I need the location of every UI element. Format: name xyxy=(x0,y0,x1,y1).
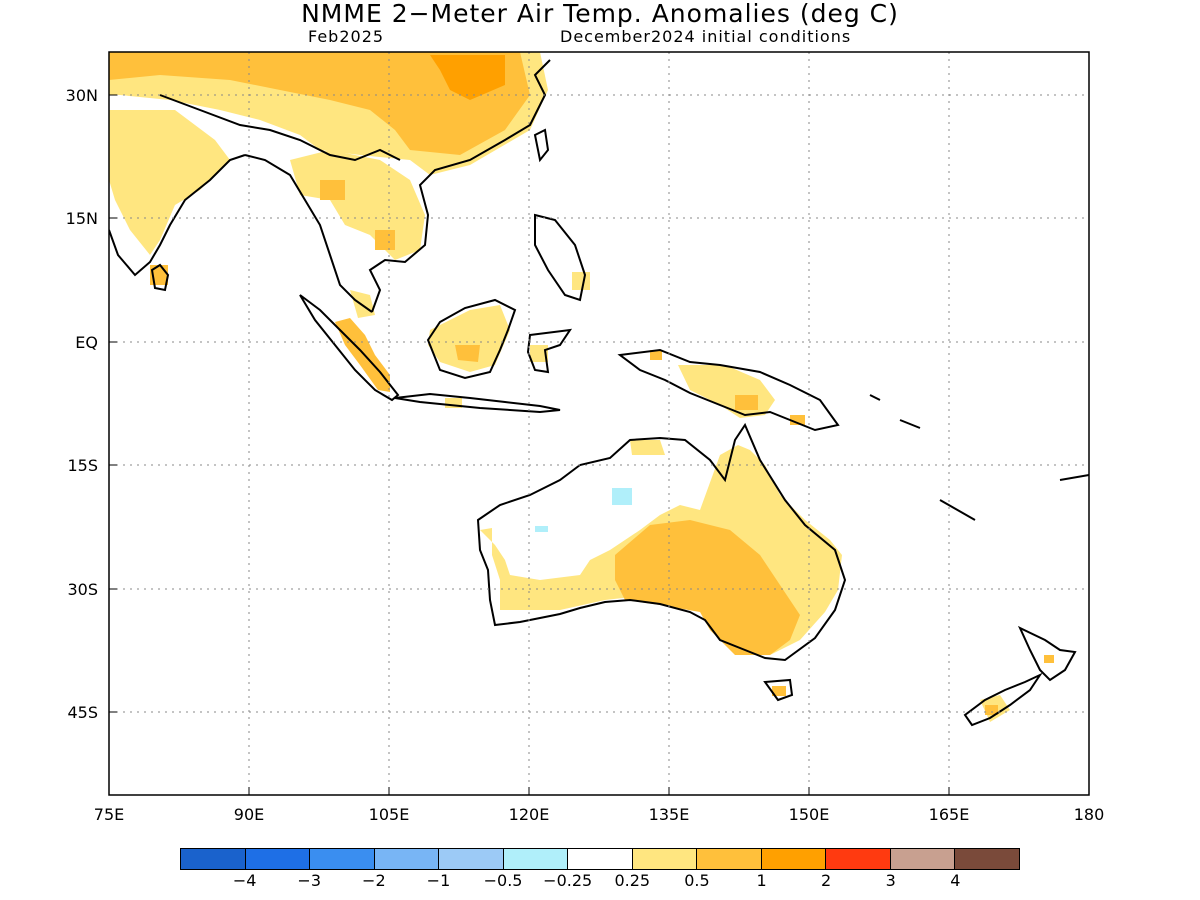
coast-srilanka xyxy=(150,263,170,292)
anomaly-indochina xyxy=(290,150,425,260)
coast-tasmania xyxy=(763,678,794,702)
x-tick-label: 105E xyxy=(369,805,410,824)
anomaly-indochina-spot2 xyxy=(375,230,395,250)
legend-label: 3 xyxy=(885,871,896,890)
legend-label: −2 xyxy=(362,871,386,890)
legend-color-box xyxy=(890,849,956,869)
legend-label: −0.5 xyxy=(483,871,523,890)
legend-color-box xyxy=(955,849,1019,869)
legend-color-box xyxy=(761,849,827,869)
anomaly-new-guinea-core xyxy=(735,395,758,410)
anomaly-australia-core xyxy=(615,520,800,655)
coast-nz-south xyxy=(963,672,1043,727)
anomaly-nz-south-core xyxy=(985,705,998,715)
initial-conditions-label: December2024 initial conditions xyxy=(560,27,852,46)
anomaly-nz-north xyxy=(1044,655,1054,663)
coast-islands-pacific xyxy=(869,394,1089,521)
legend-color-box xyxy=(826,849,891,869)
legend-label: −4 xyxy=(232,871,257,890)
legend-color-box xyxy=(439,849,504,869)
legend-color-box xyxy=(697,849,762,869)
anomaly-borneo xyxy=(428,305,510,372)
plot-frame xyxy=(108,51,1090,796)
y-tick-label: 30S xyxy=(67,580,98,599)
x-tick-label: 120E xyxy=(509,805,550,824)
y-tick-label: 15S xyxy=(67,456,98,475)
y-tick-label: 30N xyxy=(66,86,98,105)
legend-label: −3 xyxy=(297,871,322,890)
x-tick-label: 90E xyxy=(234,805,264,824)
anomaly-indochina-spot xyxy=(320,180,345,200)
anomaly-philippines xyxy=(572,272,590,290)
coast-india xyxy=(109,154,246,277)
y-tick-label: 45S xyxy=(67,703,98,722)
legend-label: 1 xyxy=(756,871,767,890)
legend-colorbar xyxy=(180,848,1020,870)
legend-color-box xyxy=(503,849,569,869)
x-tick-label: 75E xyxy=(94,805,124,824)
legend-label: 4 xyxy=(950,871,961,890)
coast-nz-north xyxy=(1017,625,1077,682)
x-tick-label: 135E xyxy=(649,805,690,824)
target-month-label: Feb2025 xyxy=(308,27,385,46)
grid-lines xyxy=(109,52,1089,795)
legend-color-box xyxy=(310,849,375,869)
map-title: NMME 2−Meter Air Temp. Anomalies (deg C) xyxy=(301,0,899,28)
legend-label: −0.25 xyxy=(543,871,593,890)
coast-philippines xyxy=(534,213,587,302)
legend-color-box xyxy=(568,849,633,869)
legend-label: 2 xyxy=(821,871,832,890)
legend-label: −1 xyxy=(426,871,451,890)
x-tick-label: 165E xyxy=(929,805,970,824)
coast-indochina xyxy=(368,59,551,313)
anomaly-fill-layer xyxy=(109,52,1054,722)
anomaly-malaya xyxy=(350,290,375,318)
y-tick-label: 15N xyxy=(66,209,98,228)
legend-color-box xyxy=(632,849,698,869)
legend-color-box xyxy=(374,849,440,869)
coastlines xyxy=(109,59,1089,727)
legend-label: 0.25 xyxy=(614,871,651,890)
anomaly-china-strong xyxy=(430,55,505,100)
anomaly-top-end xyxy=(630,440,665,455)
anomaly-australia-cool-1 xyxy=(612,488,632,505)
x-tick-label: 180 xyxy=(1074,805,1105,824)
y-tick-label: EQ xyxy=(75,333,98,352)
anomaly-china-medium xyxy=(109,52,530,155)
axis-ticks xyxy=(108,94,1090,795)
anomaly-sumatra xyxy=(335,318,390,392)
coast-borneo xyxy=(426,298,517,380)
coast-new-guinea xyxy=(617,348,840,432)
legend-color-box xyxy=(245,849,311,869)
coast-java xyxy=(394,392,561,414)
anomaly-borneo-core xyxy=(455,345,480,362)
coast-taiwan xyxy=(533,128,550,163)
coast-china-border xyxy=(159,94,401,162)
anomaly-australia-cool-2 xyxy=(535,526,548,532)
legend-color-box xyxy=(181,849,246,869)
anomaly-new-guinea-west xyxy=(650,350,662,360)
anomaly-india xyxy=(109,110,230,255)
legend-label: 0.5 xyxy=(684,871,710,890)
x-tick-label: 150E xyxy=(789,805,830,824)
coast-australia xyxy=(476,422,847,662)
coast-bay-myanmar xyxy=(244,154,373,313)
anomaly-tasmania xyxy=(772,686,786,696)
anomaly-sulawesi xyxy=(530,345,548,362)
